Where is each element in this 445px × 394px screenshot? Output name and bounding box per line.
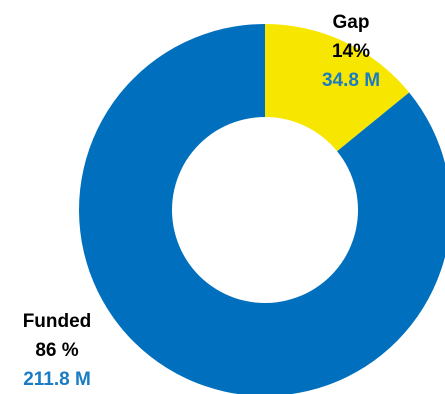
gap-value-label: 34.8 M [322,70,380,91]
donut-slices [79,24,445,394]
slice-funded [79,24,445,394]
gap-name-label: Gap [333,12,370,33]
funded-name-label: Funded [23,311,92,332]
slice-gap [265,24,410,152]
funded-percent-label: 86 % [35,340,78,361]
gap-percent-label: 14% [332,41,370,62]
funded-value-label: 211.8 M [23,369,91,390]
